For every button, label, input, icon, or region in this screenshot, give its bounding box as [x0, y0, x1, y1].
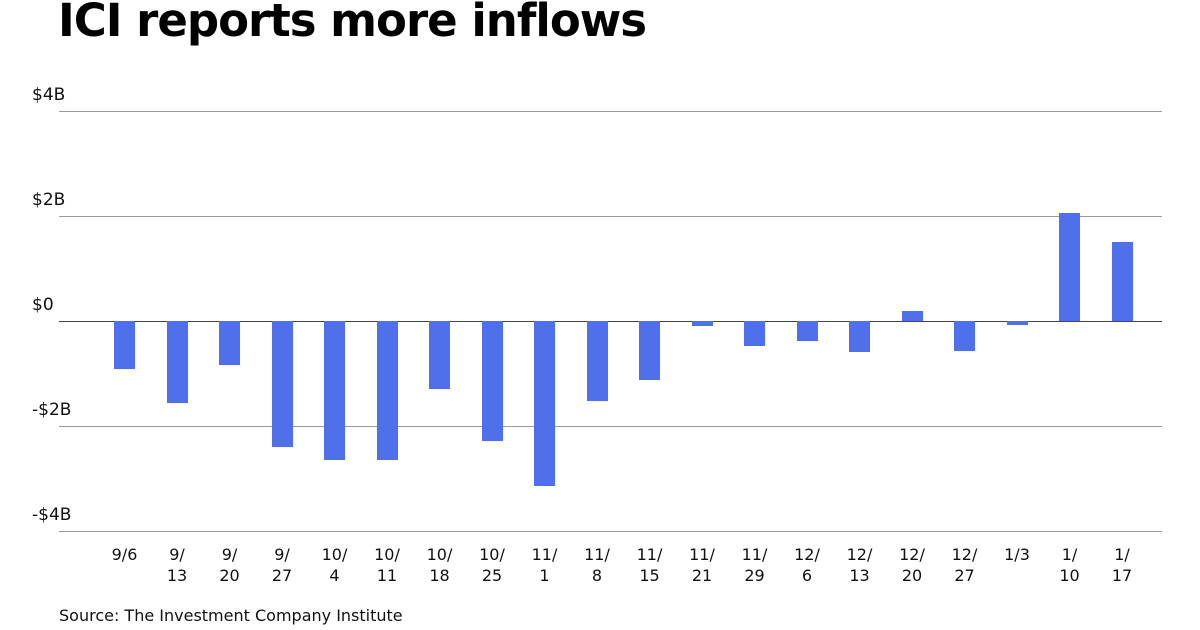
gridline	[59, 531, 1162, 533]
bar-12-27	[954, 321, 975, 351]
bar-11-21	[691, 321, 713, 326]
bar-11-29	[744, 321, 765, 346]
gridline	[59, 215, 1162, 217]
bar-12-13	[849, 321, 870, 352]
bar-12-6	[796, 321, 818, 341]
y-axis-tick-label: $4B	[32, 84, 66, 105]
x-axis-tick-label: 9/ 13	[166, 545, 188, 585]
bar-11-8	[586, 321, 608, 401]
chart-title: ICI reports more inflows	[58, 0, 647, 47]
y-axis-tick-label: -$2B	[32, 400, 72, 421]
x-axis-tick-label: 12/ 20	[899, 545, 925, 585]
source-note: Source: The Investment Company Institute	[59, 606, 403, 625]
y-axis-tick-label: $2B	[32, 189, 66, 210]
x-axis-tick-label: 12/ 27	[951, 545, 978, 585]
x-axis-tick-label: 11/ 8	[584, 545, 610, 585]
bar-1-10	[1059, 213, 1080, 321]
y-axis-tick-label: $0	[32, 295, 54, 315]
gridline	[59, 110, 1162, 112]
x-axis-tick-label: 1/ 17	[1111, 545, 1133, 585]
bar-10-11	[376, 321, 398, 460]
y-axis-tick-label: -$4B	[32, 505, 72, 526]
x-axis-tick-label: 11/ 15	[636, 545, 663, 585]
x-axis-tick-label: 9/6	[111, 545, 138, 564]
x-axis-tick-label: 1/ 10	[1059, 545, 1080, 585]
x-axis-tick-label: 12/ 13	[846, 545, 873, 585]
gridline	[59, 321, 1162, 322]
bar-11-1	[534, 321, 555, 487]
gridline	[59, 426, 1162, 428]
bar-10-4	[324, 321, 345, 460]
bar-12-20	[901, 311, 923, 321]
bar-10-18	[429, 321, 450, 389]
bar-9-27	[271, 321, 293, 448]
bar-11-15	[639, 321, 660, 380]
x-axis-tick-label: 10/ 11	[374, 545, 400, 585]
bar-1-17	[1111, 242, 1133, 321]
x-axis-tick-label: 1/3	[1004, 545, 1030, 564]
x-axis-tick-label: 11/ 1	[531, 545, 558, 585]
x-axis-tick-label: 10/ 18	[426, 545, 453, 585]
x-axis-tick-label: 9/ 27	[271, 545, 293, 585]
x-axis-tick-label: 10/ 25	[479, 545, 505, 585]
x-axis-tick-label: 11/ 21	[689, 545, 715, 585]
x-axis-tick-label: 11/ 29	[741, 545, 768, 585]
x-axis-tick-label: 12/ 6	[794, 545, 820, 585]
bar-9-20	[219, 321, 240, 366]
bar-9-6	[114, 321, 135, 369]
bar-10-25	[481, 321, 503, 441]
x-axis-tick-label: 10/ 4	[321, 545, 348, 585]
bar-9-13	[166, 321, 188, 404]
x-axis-tick-label: 9/ 20	[219, 545, 240, 585]
bar-1-3	[1006, 321, 1028, 326]
